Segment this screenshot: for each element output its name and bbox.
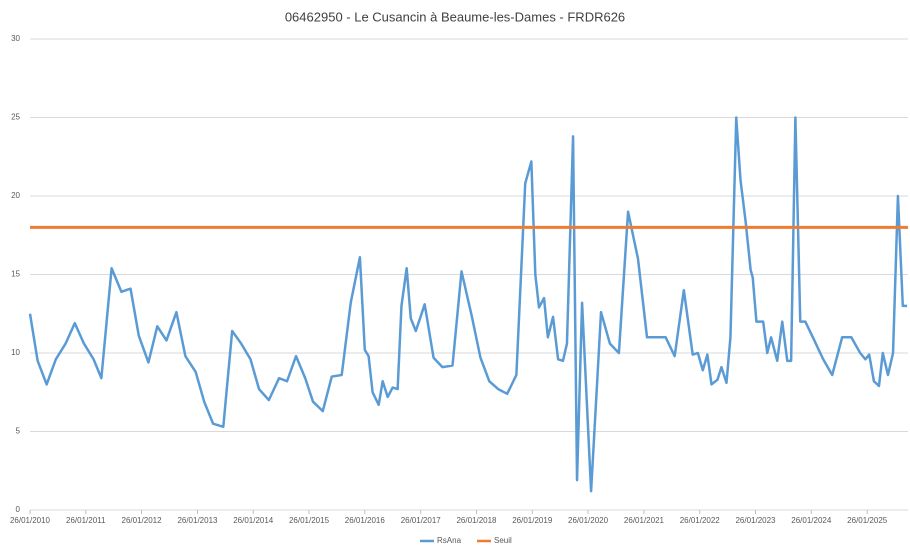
x-tick-label: 26/01/2023 <box>735 516 776 525</box>
x-tick-label: 26/01/2019 <box>512 516 553 525</box>
x-tick-label: 26/01/2025 <box>847 516 888 525</box>
chart-title: 06462950 - Le Cusancin à Beaume-les-Dame… <box>285 9 625 24</box>
x-tick-label: 26/01/2017 <box>401 516 442 525</box>
series-line <box>28 116 908 493</box>
y-tick-label: 20 <box>11 191 20 200</box>
y-tick-label: 25 <box>11 113 20 122</box>
x-tick-label: 26/01/2020 <box>568 516 609 525</box>
y-tick-label: 10 <box>11 348 20 357</box>
y-tick-label: 0 <box>16 505 21 514</box>
x-tick-label: 26/01/2022 <box>680 516 721 525</box>
y-tick-label: 15 <box>11 270 20 279</box>
y-tick-label: 30 <box>11 34 20 43</box>
legend-label: Seuil <box>494 536 512 545</box>
x-tick-label: 26/01/2015 <box>289 516 330 525</box>
x-tick-label: 26/01/2021 <box>624 516 665 525</box>
x-tick-label: 26/01/2024 <box>791 516 832 525</box>
y-tick-label: 5 <box>16 427 21 436</box>
x-tick-label: 26/01/2013 <box>177 516 218 525</box>
x-tick-label: 26/01/2016 <box>345 516 386 525</box>
legend-label: RsAna <box>437 536 462 545</box>
x-tick-label: 26/01/2011 <box>66 516 106 525</box>
x-tick-label: 26/01/2014 <box>233 516 274 525</box>
x-tick-label: 26/01/2012 <box>122 516 163 525</box>
x-tick-label: 26/01/2018 <box>456 516 497 525</box>
x-tick-label: 26/01/2010 <box>10 516 51 525</box>
